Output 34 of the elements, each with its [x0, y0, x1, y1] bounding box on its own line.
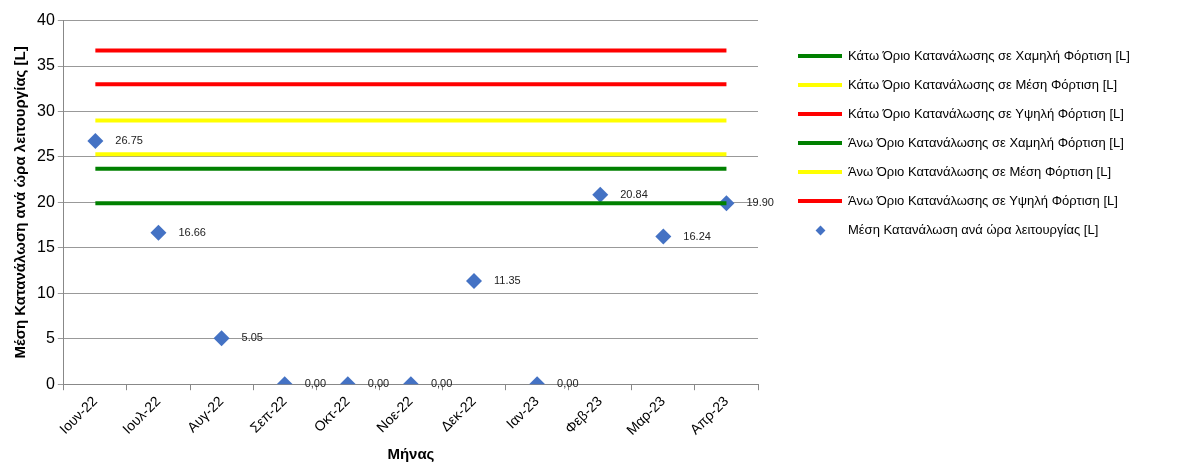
data-label: 0,00: [430, 377, 453, 390]
y-tick-label: 10: [37, 283, 55, 301]
data-label: 0,00: [557, 377, 579, 390]
legend-label: Κάτω Όριο Κατανάλωσης σε Χαμηλή Φόρτιση [L]: [848, 48, 1130, 63]
legend-label: Άνω Όριο Κατανάλωσης σε Χαμηλή Φόρτιση [L]: [848, 135, 1124, 150]
y-tick-label: 5: [45, 329, 55, 347]
legend-label: Άνω Όριο Κατανάλωσης σε Υψηλή Φόρτιση [L]: [848, 193, 1118, 208]
point: [466, 273, 483, 290]
y-tick-label: 30: [37, 101, 55, 119]
y-tick-label: 0: [45, 374, 55, 392]
data-label: 26.75: [115, 134, 143, 147]
point: [655, 228, 672, 245]
data-label: 0,00: [367, 377, 390, 390]
y-axis-title: Μέση Κατανάλωση ανά ώρα λειτουργίας [L]: [11, 46, 29, 359]
data-label: 19.90: [746, 196, 774, 209]
point: [150, 224, 167, 241]
y-tick-label: 20: [37, 192, 55, 210]
y-tick-label: 25: [37, 147, 55, 165]
y-tick-label: 15: [37, 238, 55, 256]
data-label: 20.84: [620, 187, 648, 200]
data-label: 16.24: [683, 229, 711, 242]
point: [592, 186, 609, 203]
data-label: 0,00: [304, 377, 327, 390]
data-label: 11.35: [494, 274, 521, 287]
legend-label: Άνω Όριο Κατανάλωσης σε Μέση Φόρτιση [L]: [848, 164, 1112, 179]
data-label: 16.66: [178, 225, 206, 238]
legend-label: Μέση Κατανάλωση ανά ώρα λειτουργίας [L]: [848, 222, 1099, 237]
legend-label: Κάτω Όριο Κατανάλωσης σε Υψηλή Φόρτιση [L]: [848, 106, 1124, 121]
y-tick-label: 35: [37, 56, 55, 74]
data-label: 5.05: [241, 331, 263, 344]
x-axis-title: Μήνας: [387, 445, 435, 463]
point: [87, 133, 104, 150]
legend-label: Κάτω Όριο Κατανάλωσης σε Μέση Φόρτιση [L]: [848, 77, 1118, 92]
y-tick-label: 40: [37, 11, 55, 29]
